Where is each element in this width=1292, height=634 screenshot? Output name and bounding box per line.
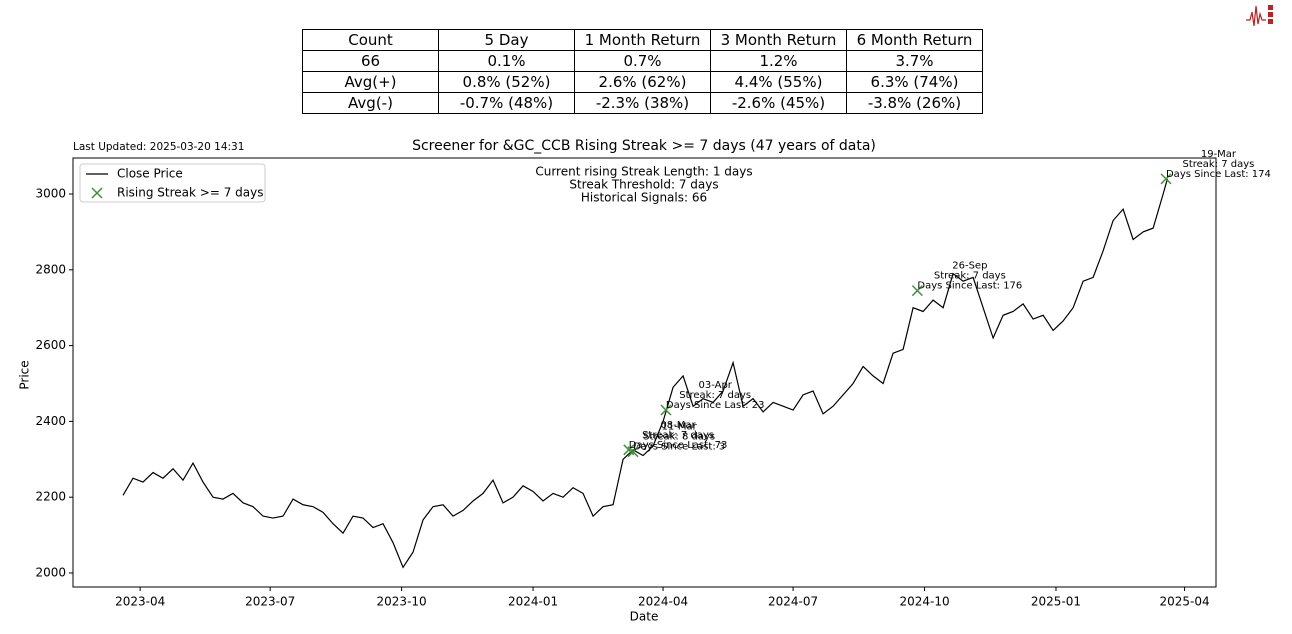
info-text: Historical Signals: 66	[581, 191, 707, 205]
annotation-text: Streak: 7 days	[679, 390, 751, 401]
annotation-text: Streak: 7 days	[642, 430, 714, 441]
annotation-text: Days Since Last: 3	[633, 442, 725, 453]
annotation-text: Streak: 7 days	[1182, 159, 1254, 170]
legend-label: Rising Streak >= 7 days	[117, 186, 263, 200]
x-tick-label: 2024-07	[768, 595, 818, 609]
x-tick-label: 2024-04	[638, 595, 688, 609]
legend-label: Close Price	[117, 167, 183, 181]
y-tick-label: 2600	[35, 338, 66, 352]
x-axis-label: Date	[630, 610, 659, 624]
table-row: Avg(+) 0.8% (52%) 2.6% (62%) 4.4% (55%) 6.3%…	[302, 71, 983, 93]
table-row: Count 5 Day 1 Month Return 3 Month Return 6 …	[302, 29, 983, 51]
table-cell: -3.8% (26%)	[846, 92, 983, 114]
legend-box	[79, 163, 266, 203]
signal-marker	[1160, 173, 1172, 185]
signal-marker	[911, 285, 923, 297]
y-tick-label: 2000	[35, 565, 66, 579]
stats-table: Count 5 Day 1 Month Return 3 Month Return 6 …	[302, 29, 983, 114]
x-tick-label: 2023-04	[115, 595, 165, 609]
table-cell: Avg(-)	[302, 92, 439, 114]
y-axis-label: Price	[18, 360, 32, 389]
annotation-text: Streak: 8 days	[643, 432, 715, 443]
last-updated: Last Updated: 2025-03-20 14:31	[73, 141, 244, 153]
table-cell: 6.3% (74%)	[846, 71, 983, 93]
y-tick-label: 2200	[35, 490, 66, 504]
x-tick-label: 2024-10	[899, 595, 949, 609]
logo-box	[1268, 12, 1273, 17]
x-tick-label: 2023-07	[245, 595, 295, 609]
table-cell: 2.6% (62%)	[574, 71, 711, 93]
table-cell: 4.4% (55%)	[710, 71, 847, 93]
x-tick-label: 2023-10	[377, 595, 427, 609]
annotation-text: 11-Mar	[662, 422, 698, 433]
annotation-text: 26-Sep	[952, 261, 987, 272]
logo	[1246, 5, 1273, 27]
annotation-text: 19-Mar	[1201, 149, 1237, 160]
table-cell: -0.7% (48%)	[438, 92, 575, 114]
annotation-text: 03-Apr	[698, 380, 732, 391]
table-cell: -2.3% (38%)	[574, 92, 711, 114]
annotation-text: Days Since Last: 174	[1166, 169, 1271, 180]
price-line	[122, 178, 1168, 569]
y-tick-label: 2400	[35, 414, 66, 428]
annotation-text: Days Since Last: 73	[629, 440, 728, 451]
logo-box	[1268, 5, 1273, 10]
x-tick-label: 2024-01	[508, 595, 558, 609]
y-tick-label: 3000	[35, 187, 66, 201]
y-tick-label: 2800	[35, 262, 66, 276]
x-tick-label: 2025-04	[1159, 595, 1209, 609]
signal-marker	[627, 446, 639, 458]
annotation-text: Days Since Last: 23	[666, 400, 765, 411]
annotation-text: Streak: 7 days	[934, 271, 1006, 282]
x-tick-label: 2025-01	[1031, 595, 1081, 609]
chart-title: Screener for &GC_CCB Rising Streak >= 7 …	[412, 138, 876, 154]
table-row: Avg(-) -0.7% (48%) -2.3% (38%) -2.6% (45%) -…	[302, 92, 983, 114]
logo-box	[1268, 19, 1273, 24]
info-text: Current rising Streak Length: 1 days	[535, 165, 752, 179]
annotation-text: 08-Mar	[660, 420, 696, 431]
legend-marker	[91, 187, 103, 199]
annotation-text: Days Since Last: 176	[917, 281, 1022, 292]
table-cell: 6 Month Return	[846, 29, 983, 51]
logo-wave	[1246, 5, 1266, 27]
signal-marker	[660, 404, 672, 416]
plot-frame	[72, 157, 1217, 588]
info-text: Streak Threshold: 7 days	[569, 178, 718, 192]
table-cell: -2.6% (45%)	[710, 92, 847, 114]
legend: Close Price Rising Streak >= 7 days	[79, 163, 266, 203]
